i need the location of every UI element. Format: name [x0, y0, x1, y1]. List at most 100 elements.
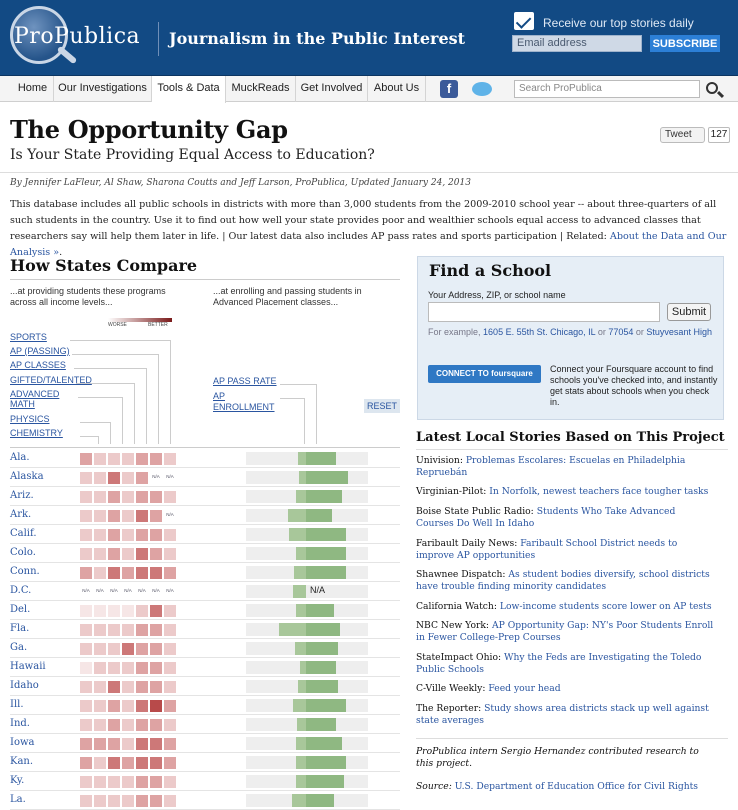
- ap-pass-rate-bar[interactable]: [289, 528, 306, 541]
- metric-cell[interactable]: [94, 719, 106, 731]
- ap-pass-rate-bar[interactable]: [300, 661, 306, 674]
- metric-cell[interactable]: [150, 719, 162, 731]
- metric-cell[interactable]: [136, 719, 148, 731]
- state-name-link[interactable]: Alaska: [10, 471, 44, 482]
- metric-cell[interactable]: [94, 548, 106, 560]
- ap-pass-rate-bar[interactable]: [296, 547, 306, 560]
- state-name-link[interactable]: Colo.: [10, 547, 36, 558]
- metric-cell[interactable]: [150, 605, 162, 617]
- metric-cell[interactable]: [80, 567, 92, 579]
- ap-enrollment-bar[interactable]: [306, 737, 342, 750]
- state-name-link[interactable]: Del.: [10, 604, 31, 615]
- story-link[interactable]: Students Who Take Advanced Courses Do We…: [416, 506, 676, 529]
- metric-cell[interactable]: [108, 491, 120, 503]
- legend-sports[interactable]: SPORTS: [10, 332, 47, 342]
- metric-cell[interactable]: [150, 491, 162, 503]
- ap-pass-rate-bar[interactable]: [296, 756, 306, 769]
- nav-muckreads[interactable]: MuckReads: [226, 76, 296, 102]
- metric-cell[interactable]: [150, 662, 162, 674]
- state-name-link[interactable]: Fla.: [10, 623, 30, 634]
- metric-cell[interactable]: [122, 472, 134, 484]
- ap-enrollment-bar[interactable]: [306, 718, 336, 731]
- metric-cell[interactable]: [108, 567, 120, 579]
- state-name-link[interactable]: La.: [10, 794, 26, 805]
- metric-cell[interactable]: [136, 510, 148, 522]
- metric-cell[interactable]: [164, 643, 176, 655]
- ap-enrollment-bar[interactable]: [306, 490, 342, 503]
- nav-about-us[interactable]: About Us: [368, 76, 426, 102]
- state-row[interactable]: Ark. N/A: [10, 506, 400, 525]
- metric-cell[interactable]: [80, 757, 92, 769]
- metric-cell[interactable]: [136, 643, 148, 655]
- metric-cell[interactable]: [94, 700, 106, 712]
- metric-cell[interactable]: [164, 567, 176, 579]
- story-link[interactable]: Faribault School District needs to impro…: [416, 538, 678, 561]
- tweet-button[interactable]: Tweet: [660, 127, 705, 143]
- metric-cell[interactable]: [150, 757, 162, 769]
- ap-pass-rate-bar[interactable]: [292, 794, 306, 807]
- metric-cell[interactable]: [122, 453, 134, 465]
- state-row[interactable]: Kan.: [10, 753, 400, 772]
- reset-button[interactable]: RESET: [364, 399, 400, 413]
- metric-cell[interactable]: [94, 795, 106, 807]
- ap-pass-rate-bar[interactable]: [296, 490, 306, 503]
- ap-pass-rate-bar[interactable]: [279, 623, 306, 636]
- ap-enrollment-bar[interactable]: [306, 680, 338, 693]
- metric-cell[interactable]: [80, 624, 92, 636]
- ap-pass-rate-bar[interactable]: [298, 452, 306, 465]
- metric-cell[interactable]: [164, 757, 176, 769]
- metric-cell[interactable]: [108, 795, 120, 807]
- metric-cell[interactable]: [136, 529, 148, 541]
- metric-cell[interactable]: [164, 719, 176, 731]
- legend-ap-passing[interactable]: AP (PASSING): [10, 346, 70, 356]
- metric-cell[interactable]: [122, 548, 134, 560]
- story-link[interactable]: As student bodies diversify, school dist…: [416, 569, 710, 592]
- ap-pass-rate-bar[interactable]: [298, 680, 306, 693]
- metric-cell[interactable]: [108, 776, 120, 788]
- metric-cell[interactable]: [108, 757, 120, 769]
- metric-cell[interactable]: [122, 700, 134, 712]
- metric-cell[interactable]: [94, 472, 106, 484]
- legend-gifted[interactable]: GIFTED/TALENTED: [10, 375, 92, 385]
- metric-cell[interactable]: [94, 662, 106, 674]
- metric-cell[interactable]: [164, 795, 176, 807]
- ap-enrollment-bar[interactable]: [306, 528, 346, 541]
- foursquare-connect-button[interactable]: CONNECT TO foursquare: [428, 365, 541, 383]
- metric-cell[interactable]: [108, 548, 120, 560]
- state-row[interactable]: Ind.: [10, 715, 400, 734]
- metric-cell[interactable]: [108, 453, 120, 465]
- state-row[interactable]: Ill.: [10, 696, 400, 715]
- twitter-icon[interactable]: [472, 82, 492, 96]
- state-row[interactable]: Idaho: [10, 677, 400, 696]
- metric-cell[interactable]: [150, 453, 162, 465]
- metric-cell[interactable]: [122, 624, 134, 636]
- metric-cell[interactable]: [80, 453, 92, 465]
- metric-cell[interactable]: [136, 776, 148, 788]
- metric-cell[interactable]: [136, 662, 148, 674]
- metric-cell[interactable]: [150, 681, 162, 693]
- state-row[interactable]: Hawaii: [10, 658, 400, 677]
- state-name-link[interactable]: Ark.: [10, 509, 32, 520]
- metric-cell[interactable]: [136, 548, 148, 560]
- metric-cell[interactable]: [80, 529, 92, 541]
- legend-ap-enrollment[interactable]: AP ENROLLMENT: [213, 391, 275, 412]
- metric-cell[interactable]: [108, 681, 120, 693]
- propublica-logo[interactable]: ProPublica: [8, 6, 158, 68]
- metric-cell[interactable]: [122, 510, 134, 522]
- facebook-icon[interactable]: f: [440, 80, 458, 98]
- metric-cell[interactable]: [136, 491, 148, 503]
- state-row[interactable]: Ga.: [10, 639, 400, 658]
- state-row[interactable]: Ala.: [10, 449, 400, 468]
- submit-button[interactable]: Submit: [667, 303, 711, 321]
- metric-cell[interactable]: [122, 643, 134, 655]
- legend-advanced-math[interactable]: ADVANCED MATH: [10, 389, 60, 409]
- state-row[interactable]: Fla.: [10, 620, 400, 639]
- metric-cell[interactable]: [164, 453, 176, 465]
- metric-cell[interactable]: [94, 567, 106, 579]
- metric-cell[interactable]: [164, 548, 176, 560]
- ap-enrollment-bar[interactable]: [306, 775, 344, 788]
- metric-cell[interactable]: [108, 624, 120, 636]
- metric-cell[interactable]: [80, 605, 92, 617]
- state-name-link[interactable]: Ga.: [10, 642, 28, 653]
- nav-our-investigations[interactable]: Our Investigations: [54, 76, 152, 102]
